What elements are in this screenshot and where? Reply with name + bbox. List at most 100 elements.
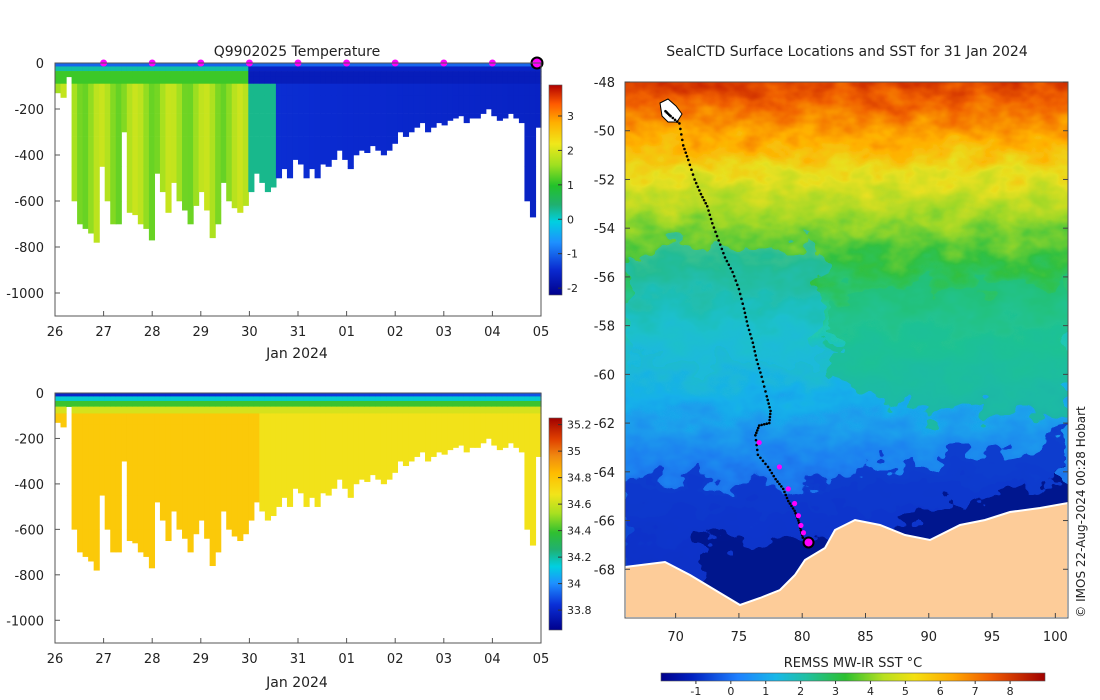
profile-cell (447, 63, 454, 67)
profile-cell (104, 413, 111, 426)
profile-cell (303, 83, 310, 96)
profile-cell (220, 166, 227, 183)
profile-cell (419, 400, 426, 407)
profile-cell (342, 393, 349, 397)
sst-colorbar-tick-label: -1 (690, 685, 701, 698)
profile-cell (491, 76, 498, 84)
x-tick-label: 28 (144, 325, 161, 340)
profile-cell (463, 63, 470, 67)
track-point (781, 487, 785, 491)
profile-cell (524, 413, 531, 426)
profile-cell (204, 63, 211, 67)
sst-map-x-axis: 70 75 80 85 90 95 100 (667, 613, 1068, 645)
profile-cell (176, 113, 183, 137)
profile-cell (93, 63, 100, 67)
profile-cell (314, 406, 321, 414)
profile-cell (165, 95, 172, 114)
profile-cell (209, 66, 216, 72)
profile-cell (71, 465, 78, 496)
profile-cell (115, 166, 122, 202)
profile-cell (237, 95, 244, 114)
profile-cell (375, 393, 382, 397)
profile-cell (126, 95, 133, 114)
track-point (759, 456, 762, 460)
profile-cell (303, 396, 310, 402)
profile-cell (391, 413, 399, 426)
profile-cell (491, 413, 498, 426)
profile-cell (82, 136, 89, 167)
profile-cell (77, 66, 84, 72)
profile-cell (320, 396, 327, 402)
profile-cell (159, 66, 167, 72)
profile-cell (209, 136, 216, 167)
profile-cell (397, 443, 404, 462)
profile-cell (60, 393, 67, 397)
profile-cell (226, 76, 233, 84)
profile-cell (182, 76, 189, 84)
track-point (762, 385, 766, 388)
profile-cell (77, 95, 84, 114)
profile-cell (198, 393, 205, 397)
profile-cell (529, 443, 537, 467)
profile-cell (154, 393, 161, 397)
profile-cell (502, 95, 509, 114)
profile-cell (391, 465, 399, 473)
profile-cell (215, 424, 222, 444)
profile-cell (375, 113, 382, 137)
profile-cell (408, 113, 415, 133)
profile-cell (237, 66, 244, 72)
profile-cell (93, 95, 100, 114)
profile-cell (215, 529, 222, 553)
profile-cell (364, 113, 371, 137)
profile-cell (529, 424, 537, 444)
track-point (783, 490, 786, 494)
profile-cell (165, 393, 172, 397)
profile-cell (126, 529, 133, 542)
track-point (794, 511, 797, 515)
profile-cell (331, 76, 338, 84)
profile-cell (248, 413, 255, 426)
track-point (774, 477, 777, 481)
profile-cell (436, 113, 443, 124)
profile-cell (447, 113, 454, 121)
profile-cell (281, 465, 288, 496)
y-tick-label: -800 (14, 569, 44, 584)
profile-cell (253, 424, 260, 444)
profile-cell (165, 400, 172, 407)
x-tick-label: 05 (533, 652, 550, 667)
profile-cell (518, 66, 526, 72)
profile-cell (331, 465, 338, 489)
profile-cell (447, 406, 454, 414)
profile-cell (182, 63, 189, 67)
profile-cell (270, 83, 277, 96)
profile-cell (110, 424, 117, 444)
track-point (680, 133, 683, 136)
profile-cell (413, 396, 421, 402)
profile-cell (331, 63, 338, 67)
profile-cell (413, 83, 421, 96)
profile-cell (176, 396, 183, 402)
profile-cell (110, 113, 117, 137)
profile-cell (182, 465, 189, 496)
profile-cell (143, 396, 150, 402)
profile-cell (248, 443, 255, 467)
profile-cell (281, 95, 288, 114)
profile-cell (458, 71, 465, 78)
profile-cell (286, 76, 294, 84)
profile-cell (204, 201, 211, 211)
temperature-panel-title: Q9902025 Temperature (214, 44, 381, 60)
colorbar-tick-label: 34.6 (567, 498, 592, 511)
profile-cell (204, 465, 211, 496)
track-point (756, 426, 760, 430)
profile-cell (309, 413, 316, 426)
profile-cell (353, 66, 360, 72)
sst-colorbar-tick-label: 6 (937, 685, 944, 698)
profile-cell (170, 83, 178, 96)
profile-cell (182, 113, 189, 137)
profile-cell (452, 406, 459, 414)
profile-cell (480, 400, 487, 407)
profile-cell (170, 465, 178, 496)
profile-cell (320, 63, 327, 67)
track-point (743, 311, 747, 315)
profile-cell (425, 406, 432, 414)
